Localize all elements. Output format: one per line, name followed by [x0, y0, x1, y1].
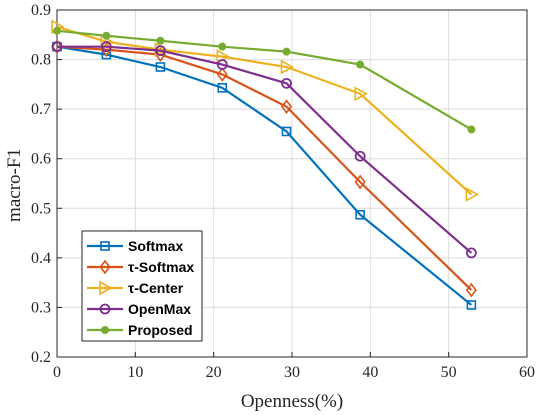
legend-marker [99, 259, 111, 275]
series-line [56, 29, 472, 131]
grid [56, 9, 528, 358]
series-group [51, 19, 480, 310]
data-point [155, 62, 166, 72]
legend-item: Softmax [87, 238, 183, 254]
data-point [354, 150, 366, 162]
legend-item: Proposed [87, 322, 193, 338]
legend-marker [100, 241, 110, 251]
series-line [56, 45, 473, 291]
data-point [51, 41, 63, 53]
y-tick-label: 0.6 [31, 151, 51, 168]
x-tick-label: 50 [441, 364, 457, 381]
y-tick-label: 0.3 [31, 299, 51, 316]
x-tick-label: 40 [362, 364, 378, 381]
y-axis-title: macro-F1 [4, 148, 25, 222]
data-point [102, 31, 111, 40]
legend-label: OpenMax [128, 301, 191, 317]
legend-marker [101, 326, 109, 334]
data-point [216, 59, 228, 70]
x-tick-label: 30 [284, 364, 300, 381]
y-tick-label: 0.7 [31, 101, 51, 118]
data-point [53, 26, 61, 35]
data-point [354, 174, 366, 190]
data-point [466, 300, 477, 310]
x-axis-title: Openness(%) [241, 391, 343, 412]
y-tick-label: 0.5 [31, 200, 51, 217]
legend-marker [99, 303, 111, 315]
legend: Softmax τ-Softmax τ-Center OpenMax Proposed [81, 230, 203, 342]
series-3 [51, 41, 477, 259]
axis-ticks: 0 10 20 30 40 50 60 0.2 0.3 0.4 0.5 0.6 0.7 0.8 0.9 [31, 2, 535, 381]
data-point [281, 77, 292, 89]
legend-item: τ-Softmax [87, 259, 194, 275]
x-tick-label: 0 [53, 364, 61, 381]
data-point [154, 47, 166, 62]
legend-item: τ-Center [87, 280, 184, 296]
data-point [465, 282, 477, 298]
legend-label: Softmax [128, 238, 183, 254]
data-point [218, 42, 227, 51]
series-line [56, 25, 473, 196]
legend-label: τ-Center [128, 280, 184, 296]
data-point [216, 67, 228, 82]
legend-marker [99, 280, 113, 296]
y-tick-label: 0.9 [31, 2, 51, 19]
data-point [154, 45, 166, 57]
x-tick-label: 10 [127, 364, 143, 381]
data-point [354, 86, 368, 102]
data-point [217, 83, 228, 93]
legend-label: τ-Softmax [128, 259, 194, 275]
data-point [51, 39, 63, 55]
series-4 [53, 26, 476, 134]
legend-label: Proposed [128, 322, 193, 338]
data-point [280, 59, 295, 75]
x-tick-label: 60 [519, 364, 535, 381]
data-point [355, 209, 365, 220]
data-point [281, 99, 293, 114]
data-point [282, 47, 291, 56]
data-point [465, 187, 480, 202]
data-point [100, 41, 112, 53]
data-point [281, 126, 292, 137]
data-point [465, 247, 477, 259]
x-tick-label: 20 [206, 364, 222, 381]
series-line [57, 45, 473, 254]
data-point [467, 125, 476, 134]
data-point [356, 60, 365, 69]
y-tick-label: 0.4 [31, 250, 51, 267]
legend-item: OpenMax [87, 301, 191, 317]
y-tick-label: 0.2 [31, 349, 51, 366]
data-point [156, 36, 165, 45]
y-tick-label: 0.8 [31, 52, 51, 69]
